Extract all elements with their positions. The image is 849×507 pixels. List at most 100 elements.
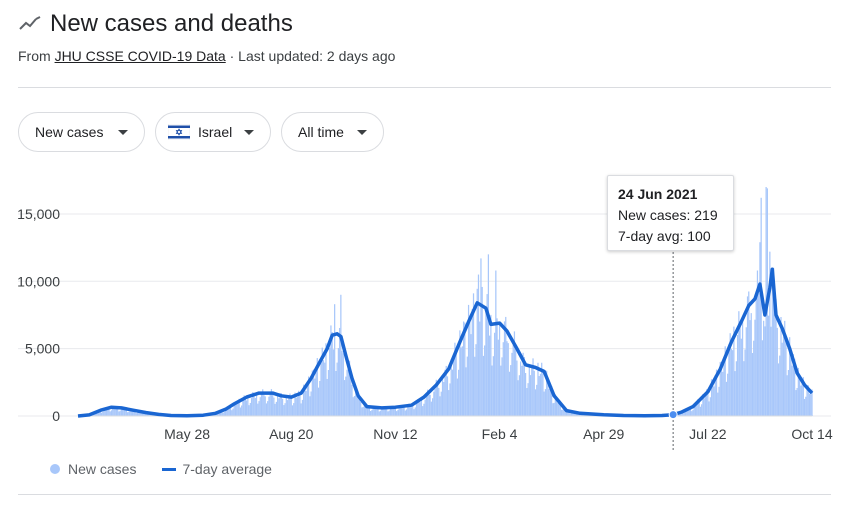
- daily-case-bar: [682, 413, 684, 416]
- daily-case-bar: [288, 396, 290, 416]
- daily-case-bar: [772, 267, 775, 416]
- daily-case-bar: [527, 383, 529, 416]
- daily-case-bar: [728, 344, 730, 416]
- daily-case-bar: [567, 411, 569, 416]
- daily-case-bar: [360, 401, 362, 416]
- daily-case-bar: [533, 370, 535, 416]
- daily-case-bar: [348, 360, 351, 416]
- daily-case-bar: [517, 380, 519, 416]
- daily-case-bar: [469, 318, 471, 416]
- source-link[interactable]: JHU CSSE COVID-19 Data: [54, 48, 226, 64]
- daily-case-bar: [719, 361, 721, 416]
- country-dropdown[interactable]: Israel: [155, 112, 271, 152]
- daily-case-bar: [755, 295, 757, 416]
- daily-case-bar: [522, 352, 524, 416]
- daily-case-bar: [808, 393, 811, 416]
- tooltip-new-cases: New cases: 219: [618, 207, 718, 223]
- x-tick-label: Nov 12: [373, 426, 418, 442]
- daily-case-bar: [415, 403, 418, 416]
- daily-case-bar: [534, 389, 537, 416]
- daily-case-bar: [574, 412, 576, 416]
- daily-case-bar: [803, 398, 806, 416]
- legend-bar-swatch: [50, 464, 60, 474]
- daily-case-bar: [263, 395, 265, 416]
- daily-case-bar: [548, 389, 550, 416]
- daily-case-bar: [115, 406, 118, 416]
- daily-case-bar: [513, 331, 516, 416]
- daily-case-bar: [722, 371, 724, 416]
- daily-case-bar: [259, 397, 261, 416]
- daily-case-bar: [343, 380, 346, 416]
- daily-case-bar: [331, 332, 333, 416]
- daily-case-bar: [740, 338, 742, 416]
- daily-case-bar: [717, 392, 719, 416]
- daily-case-bar: [465, 367, 467, 416]
- daily-case-bar: [720, 361, 723, 416]
- daily-case-bar: [136, 412, 139, 416]
- daily-case-bar: [279, 393, 281, 416]
- daily-case-bar: [424, 399, 426, 416]
- daily-case-bar: [413, 409, 415, 416]
- daily-case-bar: [439, 396, 441, 416]
- daily-case-bar: [477, 274, 480, 416]
- daily-case-bar: [500, 365, 502, 416]
- caret-down-icon: [244, 129, 254, 135]
- daily-case-bar: [710, 379, 713, 416]
- daily-case-bar: [341, 351, 343, 416]
- daily-case-bar: [763, 320, 765, 416]
- daily-case-bar: [125, 409, 127, 416]
- daily-case-bar: [293, 403, 295, 416]
- daily-case-bar: [789, 337, 791, 416]
- daily-case-bar: [427, 389, 429, 416]
- daily-case-bar: [430, 401, 432, 416]
- daily-case-bar: [520, 361, 522, 416]
- daily-case-bar: [496, 318, 498, 416]
- metric-dropdown[interactable]: New cases: [18, 112, 145, 152]
- daily-case-bar: [560, 409, 563, 416]
- daily-case-bar: [544, 389, 547, 416]
- daily-case-bar: [501, 357, 503, 416]
- daily-case-bar: [371, 410, 373, 416]
- daily-case-bar: [795, 390, 797, 416]
- daily-case-bar: [746, 296, 749, 416]
- divider-bottom: [18, 494, 831, 495]
- daily-case-bar: [547, 382, 549, 416]
- daily-case-bar: [227, 409, 229, 416]
- daily-case-bar: [486, 294, 488, 416]
- daily-case-bar: [440, 391, 442, 416]
- daily-case-bar: [355, 391, 357, 416]
- daily-case-bar: [418, 398, 420, 416]
- legend-new-cases: New cases: [68, 461, 137, 477]
- daily-case-bar: [223, 411, 225, 416]
- daily-case-bar: [570, 413, 573, 416]
- daily-case-bar: [497, 339, 499, 416]
- daily-case-bar: [565, 411, 568, 416]
- daily-case-bar: [526, 388, 528, 416]
- daily-case-bar: [801, 380, 803, 416]
- daily-case-bar: [806, 384, 808, 416]
- daily-case-bar: [707, 390, 709, 416]
- daily-case-bar: [423, 403, 425, 416]
- daily-case-bar: [546, 370, 548, 416]
- daily-case-bar: [126, 412, 129, 416]
- source-prefix: From: [18, 48, 55, 64]
- daily-case-bar: [782, 336, 785, 416]
- daily-case-bar: [228, 406, 230, 416]
- daily-case-bar: [429, 394, 431, 416]
- x-tick-label: Aug 20: [269, 426, 314, 442]
- daily-case-bar: [438, 387, 440, 416]
- daily-case-bar: [531, 365, 533, 416]
- daily-case-bar: [238, 398, 240, 416]
- daily-case-bar: [417, 399, 419, 416]
- daily-case-bar: [117, 408, 119, 416]
- daily-case-bar: [718, 386, 720, 416]
- daily-case-bar: [502, 342, 504, 416]
- daily-case-bar: [294, 392, 296, 416]
- daily-case-bar: [122, 409, 124, 416]
- daily-case-bar: [724, 346, 726, 416]
- hover-point: [668, 410, 678, 420]
- time-range-dropdown[interactable]: All time: [281, 112, 384, 152]
- daily-case-bar: [221, 410, 223, 416]
- daily-case-bar: [248, 405, 250, 416]
- daily-case-bar: [398, 406, 400, 416]
